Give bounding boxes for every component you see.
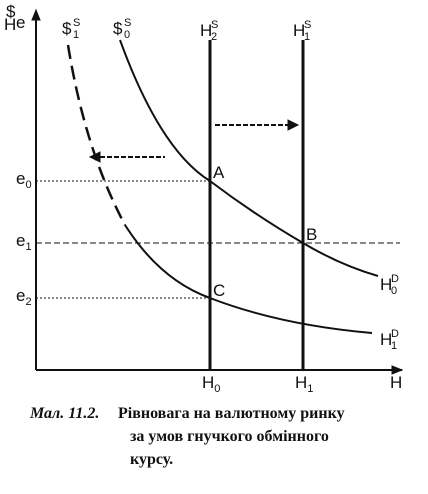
label-sub: 0 [391, 285, 397, 297]
x-tick-label: H0 [202, 373, 220, 395]
label-sub: 1 [307, 383, 313, 395]
x-tick-label: H1 [295, 373, 313, 395]
label-sub: 1 [25, 241, 31, 253]
axis-label-bottom: Н [4, 15, 16, 34]
label-base: H [202, 373, 214, 392]
label-base: H [200, 21, 212, 40]
label-sup: S [124, 17, 131, 29]
label-sup: S [304, 19, 311, 31]
label-sup: S [211, 19, 218, 31]
caption-line: курсу. [130, 451, 173, 468]
label-base: e [16, 286, 25, 305]
label-base: H [295, 373, 307, 392]
point-label: A [213, 163, 225, 182]
caption-number: Мал. 11.2. [29, 405, 99, 422]
curve-label: HS 2 [200, 19, 218, 43]
label-base: $ [113, 19, 123, 38]
curve-label: HS 1 [293, 19, 311, 43]
curve-label: HD 1 [380, 328, 399, 352]
label-sub: 1 [391, 340, 397, 352]
curve-label: HD 0 [380, 273, 399, 297]
curve-label: $ S 1 [62, 17, 80, 41]
axis-label-top: $ [6, 2, 16, 21]
label-base: H [380, 275, 392, 294]
label-sub: 0 [124, 29, 130, 41]
label-sub: 2 [211, 31, 217, 43]
label-sup: D [391, 273, 399, 285]
label-base: e [16, 169, 25, 188]
y-tick-label: e2 [16, 286, 32, 308]
x-axis-label: Н [390, 373, 402, 392]
label-base: e [16, 231, 25, 250]
label-base: H [380, 330, 392, 349]
label-sub: 0 [25, 179, 31, 191]
lines [31, 8, 404, 375]
label-base: $ [62, 19, 72, 38]
caption-line: Рівновага на валютному ринку [118, 405, 345, 422]
axis-label-right: e [16, 13, 25, 32]
label-sub: 0 [214, 383, 220, 395]
label-sub: 2 [25, 296, 31, 308]
y-tick-label: e0 [16, 169, 32, 191]
label-sup: D [391, 328, 399, 340]
label-sup: S [73, 17, 80, 29]
y-tick-label: e1 [16, 231, 32, 253]
caption-line: за умов гнучкого обмінного [130, 428, 329, 445]
point-label: B [306, 225, 317, 244]
curve-label: $ S 0 [113, 17, 131, 41]
label-sub: 1 [73, 29, 79, 41]
label-base: H [293, 21, 305, 40]
label-sub: 1 [304, 31, 310, 43]
point-label: C [213, 281, 225, 300]
